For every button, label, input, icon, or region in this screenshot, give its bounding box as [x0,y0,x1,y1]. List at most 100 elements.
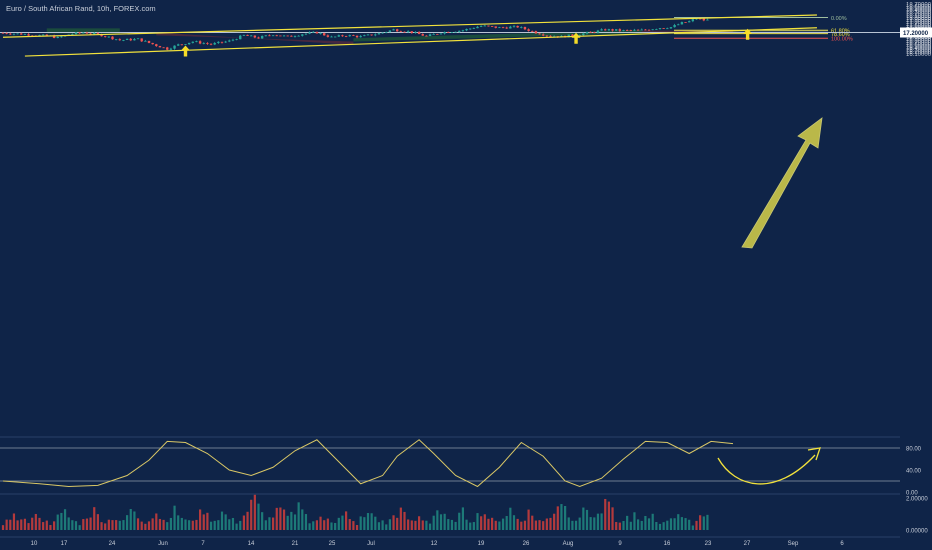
volume-bar [275,507,278,530]
candle-body [191,41,194,43]
candle-body [702,18,705,21]
candle-body [666,28,669,30]
candle-body [56,36,59,39]
volume-bar [206,512,209,530]
volume-bar [348,519,351,530]
candle-body [607,29,611,31]
candle-body [410,31,413,33]
candle-body [501,27,505,29]
candle-body [140,38,143,42]
fib-level-label: 100.00% [831,37,853,43]
candle-body [333,36,337,38]
volume-bar [272,517,275,530]
candle-body [505,27,508,29]
volume-bar [250,499,253,530]
volume-bar [290,511,293,530]
volume-bar [162,519,165,530]
current-price-label: 17.20000 [903,31,929,37]
candle-body [596,30,600,33]
candle-body [107,36,111,38]
oscillator-projection-curve [717,454,816,485]
channel-lower-line[interactable] [24,27,817,57]
candle-body [589,32,592,33]
time-tick-label: 14 [248,541,255,547]
volume-bar [469,522,472,530]
volume-tick-label: 0.00000 [906,529,928,535]
trend-channel[interactable] [2,14,817,57]
price-tick-label: 18.00000 [906,16,932,22]
candle-body [443,32,446,34]
volume-bar [418,516,421,530]
time-axis[interactable]: 10 17 24 Jun 7 14 21 25 Jul 12 19 26 Aug 9 16 23 27 Sep 6 [0,536,900,547]
candle-body [385,31,388,33]
candle-body [396,29,399,32]
candle-body [23,34,27,35]
candle-body [195,41,198,43]
candle-body [680,22,684,25]
volume-bar [345,511,348,530]
volume-bar [589,517,592,530]
volume-bar [355,525,359,530]
projection-arrow[interactable] [741,117,823,249]
volume-bar [553,513,556,530]
volume-bar [450,519,454,530]
volume-bar [297,502,300,530]
volume-bar [293,514,297,530]
candle-body [282,35,286,37]
candle-body [246,34,249,36]
volume-bar [673,518,676,530]
candle-body [5,32,8,34]
candle-body [655,29,658,30]
oscillator-tick-label: 0.00 [906,491,918,497]
volume-bar [640,520,643,530]
volume-bar [695,520,698,530]
volume-bar [421,520,424,530]
candle-body [549,35,552,37]
candle-body [359,36,362,38]
volume-bar [458,512,461,530]
candle-body [184,44,187,45]
candle-body [162,47,165,49]
candle-body [213,42,216,45]
projection-arrow-shape[interactable] [741,117,823,249]
volume-bar [23,518,26,530]
volume-bar [133,511,136,530]
volume-bar [480,516,483,530]
volume-bar [377,522,381,530]
candle-body [155,44,158,47]
volume-bar [253,494,256,530]
volume-bar [242,515,245,530]
candle-body [304,33,308,35]
volume-bar [578,517,581,530]
volume-bar [509,507,512,530]
volume-bar [85,518,89,530]
volume-bar [407,519,410,530]
up-arrow-icon [571,32,581,44]
fib-level-label: 0.00% [831,16,847,22]
channel-upper-line[interactable] [2,14,817,38]
candle-body [206,43,209,45]
time-tick-label: Jun [158,541,168,547]
candle-body [96,33,100,35]
volume-bar [286,515,289,530]
candle-body [352,35,355,36]
candle-body [301,34,304,36]
price-axis[interactable]: 18.7000018.6000018.5000018.4000018.30000… [900,3,932,58]
volume-bar [600,513,603,530]
candle-body [545,35,549,37]
volume-bar [604,498,607,530]
volume-bar [582,507,585,530]
volume-bar [374,516,377,530]
oscillator-pane: 80.00 40.00 0.00 [0,436,922,497]
volume-bar [523,520,527,530]
volume-bar [414,520,417,530]
candle-body [239,35,242,40]
candle-body [144,40,147,42]
volume-bar [341,515,344,530]
candle-body [27,34,30,36]
candle-body [78,32,81,34]
volume-bar [436,510,439,530]
candle-body [677,24,680,26]
candle-body [578,35,581,36]
